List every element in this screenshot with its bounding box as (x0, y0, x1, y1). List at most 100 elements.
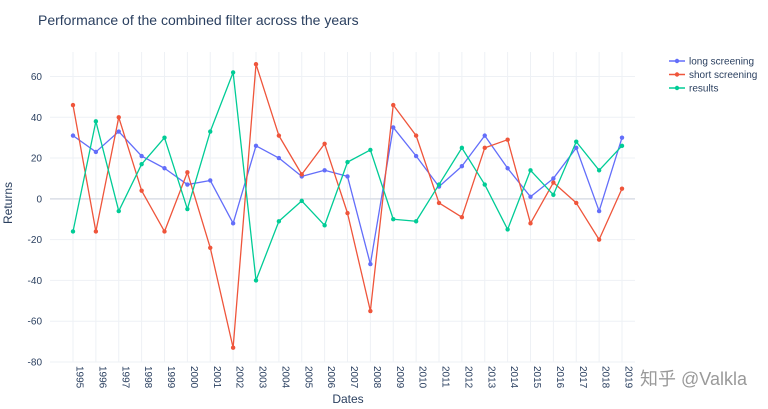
data-point-short-screening (459, 214, 465, 220)
data-point-short-screening (619, 186, 625, 191)
legend-item-long-screening[interactable]: long screening (669, 57, 754, 68)
data-point-long-screening (185, 182, 190, 187)
y-axis-title: Returns (1, 182, 15, 224)
x-tick-label: 1996 (96, 366, 107, 389)
x-tick-label: 2012 (462, 366, 473, 389)
data-point-results (574, 139, 579, 144)
data-point-results (322, 223, 327, 228)
legend-label: short screening (689, 70, 757, 81)
data-point-short-screening (505, 137, 510, 142)
data-point-results (208, 129, 213, 134)
data-point-short-screening (391, 102, 396, 108)
data-point-short-screening (413, 133, 419, 138)
series-group (70, 62, 625, 350)
x-tick-label: 2010 (417, 366, 428, 389)
x-tick-label: 2017 (577, 366, 588, 389)
data-point-short-screening (276, 133, 282, 138)
data-point-long-screening (574, 145, 579, 151)
data-point-results (299, 198, 304, 204)
data-point-short-screening (230, 345, 236, 350)
data-point-results (368, 147, 373, 153)
data-point-results (139, 161, 144, 167)
data-point-results (70, 229, 76, 234)
data-point-short-screening (322, 141, 327, 146)
y-tick-label: -20 (28, 235, 43, 246)
data-point-long-screening (482, 133, 487, 138)
data-point-short-screening (185, 170, 190, 175)
data-point-short-screening (70, 102, 76, 108)
data-point-long-screening (70, 133, 76, 138)
data-point-short-screening (368, 308, 373, 314)
data-point-results (551, 192, 556, 197)
x-tick-label: 2007 (348, 366, 359, 389)
data-point-long-screening (551, 176, 556, 181)
data-point-short-screening (574, 200, 579, 206)
x-tick-label: 2001 (211, 366, 222, 389)
watermark: 知乎 @Valkla (640, 369, 748, 389)
x-tick-label: 2005 (302, 366, 313, 389)
data-point-short-screening (345, 210, 350, 216)
data-point-long-screening (322, 168, 327, 173)
data-point-results (505, 227, 510, 232)
data-point-short-screening (253, 62, 259, 67)
x-tick-label: 2011 (440, 366, 451, 388)
legend[interactable]: long screening short screening results (669, 57, 757, 95)
x-tick-label: 2018 (600, 366, 611, 389)
data-point-long-screening (368, 261, 373, 267)
y-tick-label: 0 (36, 194, 42, 205)
data-point-long-screening (253, 143, 259, 149)
x-tick-label: 2015 (531, 366, 542, 389)
data-point-long-screening (345, 174, 350, 179)
gridlines (50, 52, 635, 363)
x-tick-label: 2009 (394, 366, 405, 389)
data-point-results (619, 143, 625, 149)
data-point-long-screening (208, 178, 213, 183)
data-point-short-screening (116, 115, 121, 120)
data-point-results (162, 135, 167, 140)
x-axis-title: Dates (332, 392, 363, 406)
legend-item-results[interactable]: results (669, 84, 718, 95)
data-point-results (482, 182, 487, 187)
data-point-long-screening (459, 164, 465, 169)
x-tick-label: 1997 (119, 366, 130, 389)
data-point-long-screening (391, 125, 396, 130)
data-point-short-screening (482, 145, 487, 151)
data-point-long-screening (162, 166, 167, 171)
data-point-short-screening (208, 245, 213, 250)
legend-label: long screening (689, 57, 754, 68)
x-tick-label: 2000 (188, 366, 199, 389)
data-point-long-screening (93, 149, 99, 155)
data-point-long-screening (230, 221, 236, 226)
y-tick-label: 20 (31, 154, 43, 165)
data-point-long-screening (413, 153, 419, 159)
x-tick-label: 2013 (485, 366, 496, 389)
data-point-short-screening (596, 237, 602, 242)
y-tick-label: 40 (31, 113, 43, 124)
legend-marker (674, 58, 680, 64)
data-point-short-screening (93, 229, 99, 234)
data-point-long-screening (139, 153, 144, 159)
data-point-long-screening (596, 208, 602, 214)
data-point-short-screening (162, 229, 167, 234)
legend-item-short-screening[interactable]: short screening (669, 70, 757, 81)
y-axis: -80 -60 -40 -20 0 20 40 60 (28, 72, 43, 369)
y-tick-label: -40 (28, 276, 43, 287)
data-point-results (528, 168, 533, 173)
data-point-short-screening (299, 172, 304, 177)
x-tick-label: 2019 (623, 366, 634, 389)
x-tick-label: 2006 (325, 366, 336, 389)
legend-label: results (689, 84, 718, 95)
chart-title: Performance of the combined filter acros… (38, 12, 359, 28)
x-tick-label: 2003 (257, 366, 268, 389)
x-tick-label: 1995 (74, 366, 85, 389)
data-point-long-screening (619, 135, 625, 140)
data-point-short-screening (528, 221, 533, 226)
y-tick-label: -80 (28, 358, 43, 369)
data-point-results (253, 278, 259, 283)
data-point-results (391, 217, 396, 222)
y-tick-label: 60 (31, 72, 43, 83)
data-point-long-screening (505, 166, 510, 171)
data-point-results (116, 208, 121, 214)
x-tick-label: 2004 (279, 366, 290, 389)
